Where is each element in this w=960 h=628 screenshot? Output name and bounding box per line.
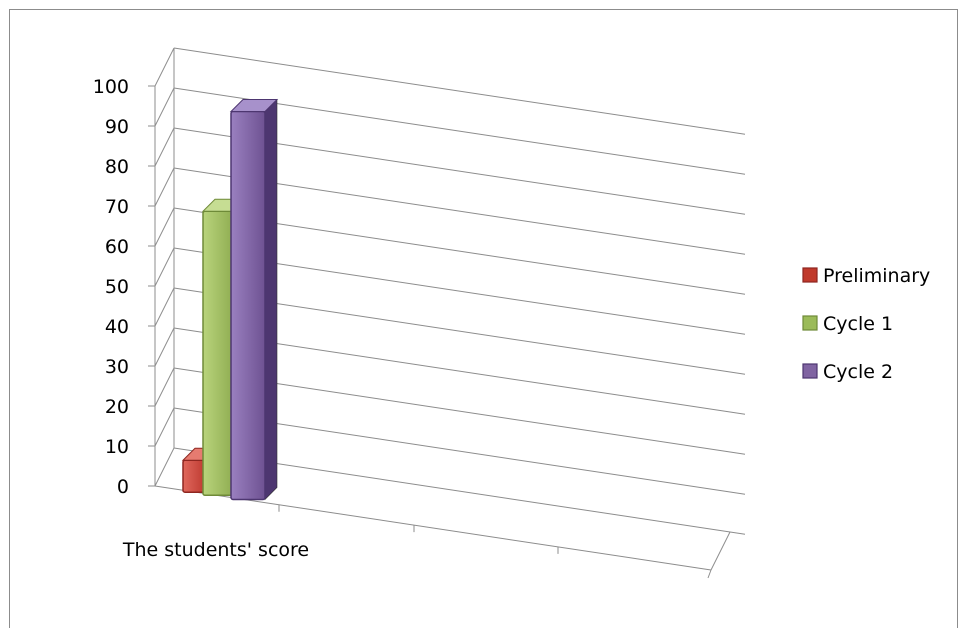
side-wall-line — [154, 47, 175, 87]
y-tick-label: 0 — [117, 476, 129, 498]
y-tick-label: 50 — [105, 276, 129, 298]
legend-label: Preliminary — [823, 265, 930, 287]
side-wall-line — [154, 367, 175, 407]
floor-right-edge — [710, 531, 731, 571]
side-wall-line — [154, 407, 175, 447]
y-tick-labels: 0 10 20 30 40 50 60 70 80 90 100 — [93, 76, 129, 498]
gridline — [173, 47, 746, 135]
side-wall-line — [154, 287, 175, 327]
y-tick-label: 40 — [105, 316, 129, 338]
y-tick-label: 80 — [105, 156, 129, 178]
side-wall-line — [154, 127, 175, 167]
legend-label: Cycle 2 — [823, 361, 893, 383]
y-tick-label: 70 — [105, 196, 129, 218]
y-tick-label: 90 — [105, 116, 129, 138]
side-wall-line — [154, 327, 175, 367]
bar-side — [264, 98, 278, 501]
legend-swatch — [802, 315, 818, 331]
legend-label: Cycle 1 — [823, 313, 893, 335]
x-category-labels: The students' score — [122, 539, 309, 561]
y-tick-label: 30 — [105, 356, 129, 378]
bars — [181, 98, 279, 501]
bar-top — [229, 98, 279, 112]
legend-swatch — [802, 363, 818, 379]
legend-swatch — [802, 267, 818, 283]
y-tick-label: 100 — [93, 76, 129, 98]
x-axis-end — [707, 569, 712, 579]
legend: Preliminary Cycle 1 Cycle 2 — [802, 265, 930, 383]
side-wall-line — [154, 87, 175, 127]
bar — [230, 110, 266, 501]
y-tick-label: 20 — [105, 396, 129, 418]
y-tick-label: 60 — [105, 236, 129, 258]
y-tick-label: 10 — [105, 436, 129, 458]
side-wall-line — [154, 167, 175, 207]
chart-border — [9, 9, 958, 628]
side-wall-line — [154, 247, 175, 287]
side-wall-line — [154, 207, 175, 247]
side-wall-line — [154, 447, 175, 487]
x-category-label: The students' score — [122, 539, 309, 561]
